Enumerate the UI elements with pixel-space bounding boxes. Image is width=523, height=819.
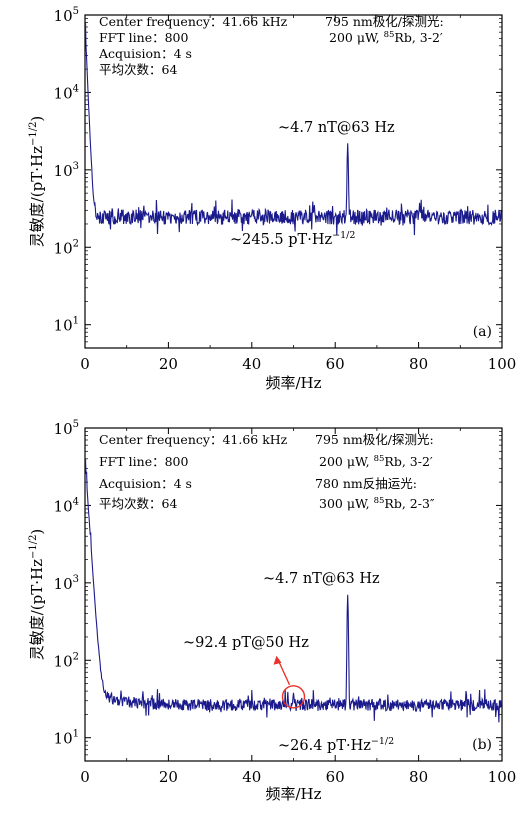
info-left-line: 平均次数：64: [99, 496, 177, 511]
x-tick-label: 40: [242, 355, 261, 373]
spectrum-line: [84, 21, 503, 236]
y-tick-label: 103: [54, 161, 79, 180]
x-tick-label: 60: [326, 355, 345, 373]
info-right-line: 200 μW, 85Rb, 3-2′: [329, 30, 443, 45]
x-tick-label: 100: [488, 768, 517, 786]
x-tick-label: 60: [326, 768, 345, 786]
x-axis-label: 频率/Hz: [265, 785, 321, 803]
chart-panel-a: 0 20 40 60 80 100 101 102 103 104 105 频率/Hz 灵敏度/(pT·…: [28, 6, 516, 392]
y-tick-label: 104: [54, 496, 79, 515]
y-axis-label: 灵敏度/(pT·Hz−1/2): [28, 116, 46, 248]
peak-annotation: ~4.7 nT@63 Hz: [263, 571, 380, 587]
spectrum-line: [84, 458, 503, 723]
info-right-line: 780 nm反抽运光:: [315, 476, 417, 491]
y-tick-label: 105: [54, 6, 79, 25]
info-left-line: Acquision：4 s: [98, 46, 192, 61]
x-tick-label: 100: [488, 355, 517, 373]
panel-label: (a): [473, 324, 492, 340]
x-tick-label: 0: [80, 768, 90, 786]
x-tick-label: 20: [159, 768, 178, 786]
x-axis-label: 频率/Hz: [265, 374, 321, 392]
info-right-line: 795 nm极化/探测光:: [325, 14, 444, 29]
info-left-line: Center frequency：41.66 kHz: [99, 14, 288, 29]
y-tick-label: 102: [54, 238, 79, 257]
x-tick-label: 0: [80, 355, 90, 373]
highlight-arrow-head: [273, 655, 282, 665]
info-left-line: Acquision：4 s: [98, 476, 192, 491]
y-axis-label: 灵敏度/(pT·Hz−1/2): [28, 529, 46, 661]
y-tick-label: 103: [54, 574, 79, 593]
chart-panel-b: 0 20 40 60 80 100 101 102 103 104 105 频率/Hz 灵敏度/(pT·…: [28, 419, 516, 803]
noise-floor-annotation: ~26.4 pT·Hz−1/2: [278, 736, 394, 754]
noise-floor-annotation: ~245.5 pT·Hz−1/2: [230, 230, 355, 248]
highlight-circle: [281, 685, 306, 709]
y-tick-label: 104: [54, 83, 79, 102]
x-tick-label: 80: [409, 768, 428, 786]
y-tick-label: 101: [54, 316, 79, 335]
info-left-line: 平均次数：64: [99, 62, 177, 77]
info-left-line: Center frequency：41.66 kHz: [99, 432, 288, 447]
x-tick-label: 20: [159, 355, 178, 373]
info-right-line: 300 μW, 85Rb, 2-3″: [319, 496, 435, 511]
info-right-line: 795 nm极化/探测光:: [315, 432, 434, 447]
peak-annotation: ~4.7 nT@63 Hz: [278, 120, 395, 136]
peak-annotation: ~92.4 pT@50 Hz: [183, 635, 309, 651]
x-tick-label: 80: [409, 355, 428, 373]
panel-label: (b): [472, 737, 492, 753]
x-tick-label: 40: [242, 768, 261, 786]
info-left-line: FFT line：800: [99, 30, 189, 45]
y-tick-label: 102: [54, 651, 79, 670]
y-tick-label: 101: [54, 729, 79, 748]
info-right-line: 200 μW, 85Rb, 3-2′: [319, 454, 433, 469]
highlight-arrow-shaft: [277, 660, 291, 686]
y-tick-label: 105: [54, 419, 79, 438]
info-left-line: FFT line：800: [99, 454, 189, 469]
